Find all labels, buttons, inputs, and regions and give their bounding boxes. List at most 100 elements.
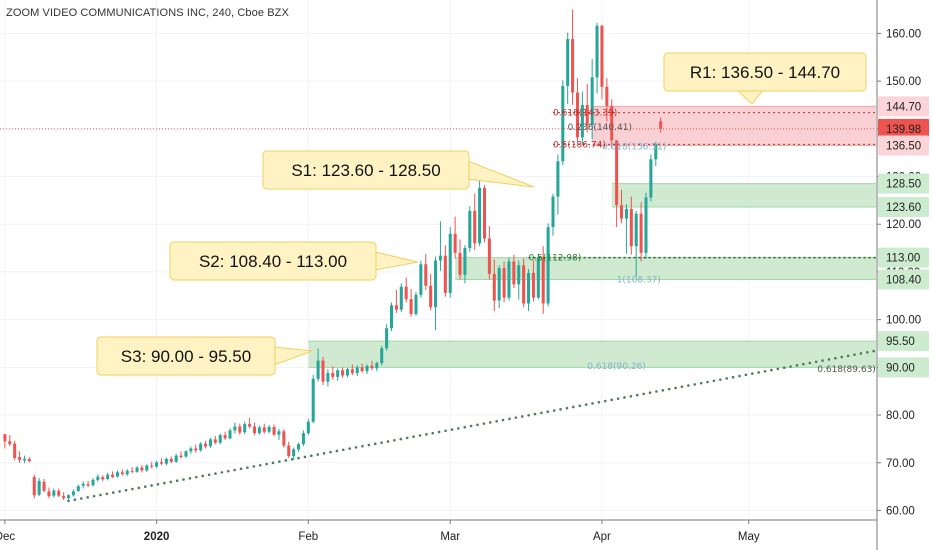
candle-body	[355, 367, 359, 374]
candle-body	[233, 426, 237, 431]
candle-body	[18, 457, 22, 460]
callout-box	[169, 241, 377, 281]
candle-body	[404, 286, 408, 300]
candle-body	[159, 462, 164, 464]
time-axis-label: Apr	[593, 531, 611, 543]
candle-body	[463, 248, 467, 275]
candle-body	[590, 77, 594, 125]
candle-body	[13, 443, 17, 458]
candle-body	[194, 448, 198, 451]
candle-body	[22, 458, 26, 461]
callout-box	[96, 336, 276, 376]
candle-body	[130, 470, 134, 472]
candle-body	[189, 448, 193, 452]
chart-title: ZOOM VIDEO COMMUNICATIONS INC, 240, Cboe…	[6, 7, 289, 19]
candle-body	[429, 285, 433, 308]
candle-body	[145, 465, 149, 471]
price-tag-support: 108.40	[878, 269, 929, 290]
price-axis-label: 120.00	[886, 219, 921, 231]
candle-body	[620, 205, 624, 219]
candle-body	[218, 435, 222, 443]
candle-body	[453, 233, 457, 253]
candle-body	[492, 273, 496, 301]
price-tag-text: 123.60	[886, 202, 921, 214]
candle-body	[414, 294, 418, 314]
callout-s3: S3: 90.00 - 95.50	[96, 336, 313, 376]
price-tag-box	[878, 197, 929, 218]
price-tag-resistance: 136.50	[878, 135, 929, 156]
candle-body	[248, 424, 252, 427]
candle-body	[86, 484, 90, 486]
fib-label: 0.618(143.39)	[553, 109, 617, 119]
candle-body	[76, 486, 80, 491]
candle-body	[531, 272, 535, 298]
candle-body	[448, 233, 452, 293]
candle-body	[3, 434, 7, 442]
candle-body	[585, 104, 589, 125]
candle-body	[277, 431, 281, 435]
candle-body	[37, 480, 41, 495]
candle-body	[47, 491, 51, 497]
candles-layer	[3, 9, 663, 501]
callout-label: S2: 108.40 - 113.00	[199, 252, 347, 271]
candle-body	[541, 257, 545, 304]
candle-body	[208, 439, 212, 447]
time-axis-label: May	[738, 531, 760, 543]
candle-body	[438, 255, 442, 261]
price-tag-box	[878, 269, 929, 290]
candle-body	[257, 427, 261, 434]
candle-body	[101, 477, 105, 480]
candle-body	[267, 426, 271, 432]
candle-body	[468, 210, 472, 249]
price-tag-text: 90.00	[886, 362, 915, 374]
callout-box	[262, 150, 470, 190]
price-axis-label: 150.00	[886, 76, 921, 88]
candle-body	[282, 431, 286, 446]
candle-body	[600, 25, 604, 87]
candle-body	[409, 299, 413, 314]
candle-body	[350, 369, 354, 374]
candle-body	[512, 261, 516, 285]
price-axis-label: 80.00	[886, 410, 915, 422]
candle-body	[399, 286, 403, 310]
candle-body	[321, 360, 325, 382]
price-tag-text: 95.50	[886, 336, 915, 348]
price-tag-last: 139.98	[878, 118, 929, 139]
candle-body	[115, 472, 119, 477]
candle-body	[341, 370, 345, 376]
candle-body	[654, 144, 658, 160]
callout-tail	[736, 90, 764, 105]
candle-body	[434, 260, 438, 308]
candle-body	[106, 474, 110, 479]
candle-body	[27, 458, 31, 462]
candle-body	[57, 490, 61, 496]
candle-body	[394, 305, 398, 310]
zone-s1	[611, 183, 876, 208]
price-axis-label: 70.00	[886, 458, 915, 470]
candle-body	[238, 426, 242, 433]
trendline-layer	[67, 349, 878, 503]
callout-tail	[374, 251, 419, 271]
support-trendline	[67, 349, 878, 503]
candle-body	[443, 255, 447, 293]
candle-body	[458, 252, 462, 275]
price-tag-box	[878, 118, 929, 139]
candle-body	[522, 265, 526, 304]
candle-body	[419, 264, 423, 295]
candle-body	[605, 86, 609, 106]
fib-label: 0.618(90.26)	[587, 362, 646, 372]
candle-body	[615, 140, 619, 206]
candle-body	[487, 238, 491, 274]
candle-body	[595, 25, 599, 78]
price-tag-text: 128.50	[886, 179, 921, 191]
candle-body	[223, 435, 227, 439]
candle-body	[365, 365, 369, 372]
candle-body	[527, 272, 531, 304]
zone-s3	[308, 341, 876, 368]
fib-label: 1(108.37)	[617, 276, 661, 286]
candle-body	[629, 208, 633, 247]
candle-body	[375, 363, 379, 369]
candle-body	[551, 196, 555, 228]
callout-s2: S2: 108.40 - 113.00	[169, 241, 419, 281]
